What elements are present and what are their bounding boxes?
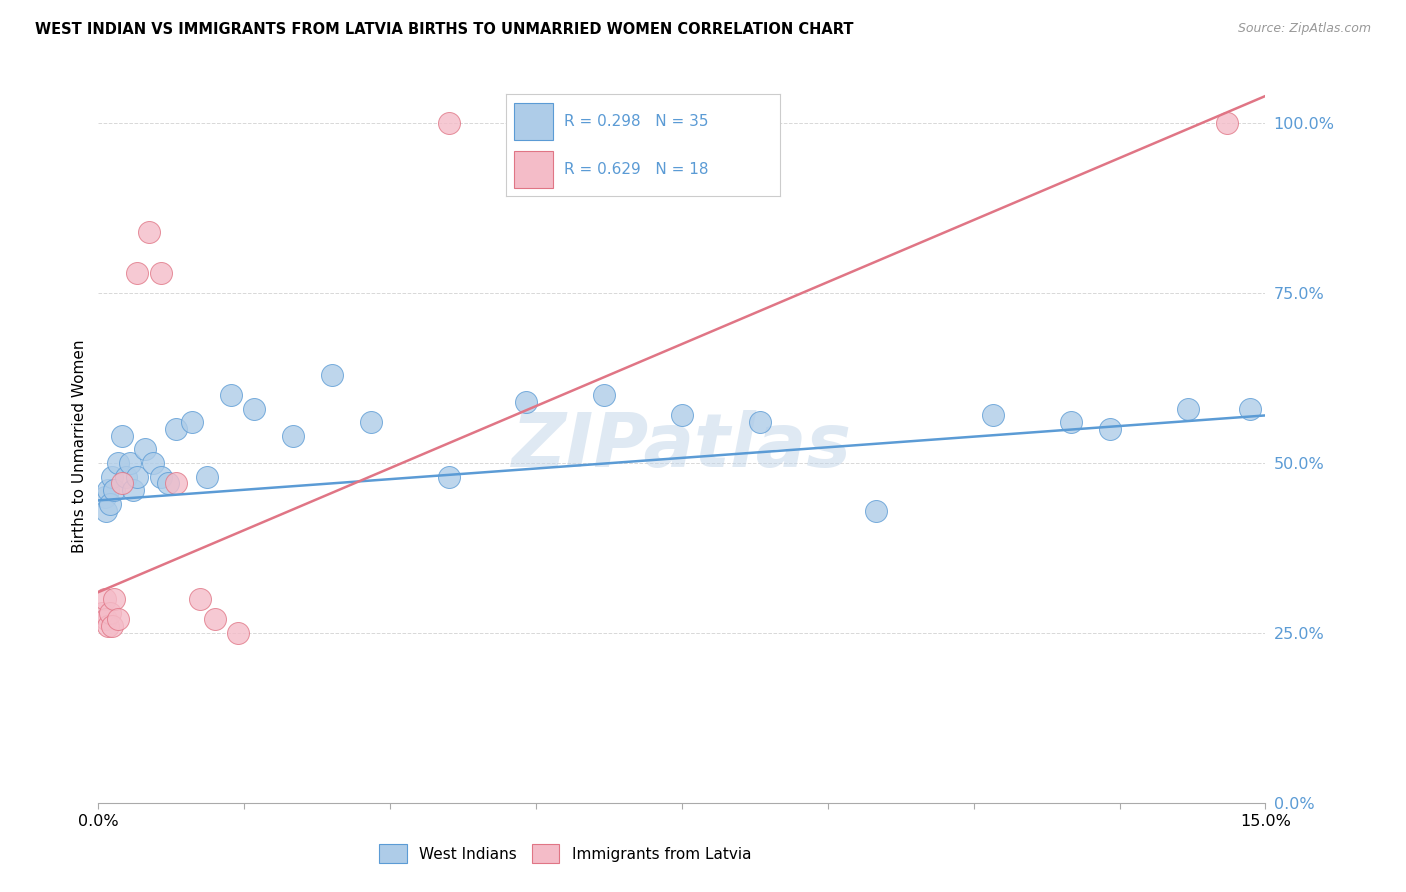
- Point: [195, 469, 218, 483]
- Point: [111, 476, 134, 491]
- Point: [91, 606, 114, 620]
- Point: [114, 469, 136, 483]
- Point: [981, 409, 1004, 423]
- Point: [437, 469, 460, 483]
- Point: [228, 626, 250, 640]
- Point: [165, 476, 187, 491]
- Point: [127, 469, 149, 483]
- Point: [219, 388, 242, 402]
- Point: [101, 619, 124, 633]
- Point: [96, 503, 118, 517]
- Point: [165, 422, 187, 436]
- Point: [865, 503, 887, 517]
- Point: [138, 225, 160, 239]
- Point: [98, 606, 121, 620]
- Legend: West Indians, Immigrants from Latvia: West Indians, Immigrants from Latvia: [380, 845, 751, 863]
- Point: [671, 409, 693, 423]
- Text: R = 0.298   N = 35: R = 0.298 N = 35: [564, 114, 709, 128]
- Point: [97, 619, 120, 633]
- Text: WEST INDIAN VS IMMIGRANTS FROM LATVIA BIRTHS TO UNMARRIED WOMEN CORRELATION CHAR: WEST INDIAN VS IMMIGRANTS FROM LATVIA BI…: [35, 22, 853, 37]
- Text: ZIPatlas: ZIPatlas: [512, 409, 852, 483]
- Point: [93, 490, 115, 504]
- Text: Source: ZipAtlas.com: Source: ZipAtlas.com: [1237, 22, 1371, 36]
- Point: [1215, 116, 1237, 130]
- Point: [1098, 422, 1121, 436]
- Point: [103, 591, 125, 606]
- Bar: [515, 103, 553, 140]
- Point: [157, 476, 180, 491]
- Point: [360, 415, 382, 429]
- Point: [281, 429, 304, 443]
- Point: [243, 401, 266, 416]
- Point: [1177, 401, 1199, 416]
- Point: [134, 442, 156, 457]
- Point: [149, 266, 172, 280]
- Point: [107, 612, 129, 626]
- Point: [180, 415, 202, 429]
- Point: [118, 456, 141, 470]
- Point: [101, 469, 124, 483]
- Point: [437, 116, 460, 130]
- Point: [593, 388, 616, 402]
- Point: [188, 591, 211, 606]
- Point: [1060, 415, 1083, 429]
- Point: [93, 591, 115, 606]
- Point: [127, 266, 149, 280]
- Point: [748, 415, 770, 429]
- Point: [321, 368, 343, 382]
- Y-axis label: Births to Unmarried Women: Births to Unmarried Women: [72, 339, 87, 553]
- Point: [149, 469, 172, 483]
- Point: [98, 497, 121, 511]
- Point: [1239, 401, 1261, 416]
- Point: [96, 612, 118, 626]
- Point: [107, 456, 129, 470]
- Point: [103, 483, 125, 498]
- Bar: [515, 151, 553, 188]
- Point: [142, 456, 165, 470]
- Point: [515, 394, 537, 409]
- Text: R = 0.629   N = 18: R = 0.629 N = 18: [564, 162, 709, 178]
- Point: [97, 483, 120, 498]
- Point: [122, 483, 145, 498]
- Point: [204, 612, 226, 626]
- Point: [111, 429, 134, 443]
